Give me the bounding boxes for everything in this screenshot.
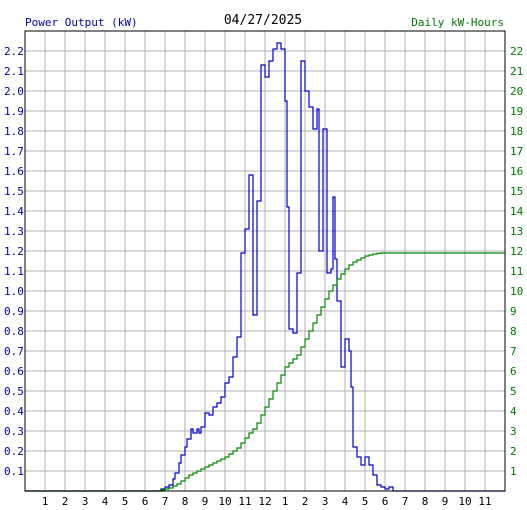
y-left-tick-label: 1.8 bbox=[4, 125, 24, 138]
y-right-tick-label: 18 bbox=[510, 125, 523, 138]
x-tick-label: 8 bbox=[422, 495, 429, 508]
chart-grid bbox=[25, 31, 505, 491]
x-tick-label: 3 bbox=[322, 495, 329, 508]
y-left-tick-label: 0.7 bbox=[4, 345, 24, 358]
plot-border bbox=[24, 30, 506, 492]
y-left-tick-label: 0.4 bbox=[4, 405, 24, 418]
y-left-tick-label: 2.0 bbox=[4, 85, 24, 98]
y-left-tick-label: 2.1 bbox=[4, 65, 24, 78]
x-tick-label: 6 bbox=[382, 495, 389, 508]
y-right-tick-label: 17 bbox=[510, 145, 523, 158]
y-right-tick-label: 7 bbox=[510, 345, 517, 358]
x-tick-label: 1 bbox=[42, 495, 49, 508]
x-tick-label: 10 bbox=[458, 495, 471, 508]
y-right-tick-label: 6 bbox=[510, 365, 517, 378]
y-left-tick-label: 1.9 bbox=[4, 105, 24, 118]
x-tick-label: 11 bbox=[238, 495, 251, 508]
x-tick-label: 10 bbox=[218, 495, 231, 508]
y-left-tick-label: 1.2 bbox=[4, 245, 24, 258]
x-tick-label: 4 bbox=[342, 495, 349, 508]
y-right-tick-label: 12 bbox=[510, 245, 523, 258]
daily-kwh-series-line bbox=[25, 252, 505, 492]
y-left-tick-label: 2.2 bbox=[4, 45, 24, 58]
y-right-tick-label: 4 bbox=[510, 405, 517, 418]
y-right-tick-label: 13 bbox=[510, 225, 523, 238]
x-tick-label: 8 bbox=[182, 495, 189, 508]
y-right-tick-label: 15 bbox=[510, 185, 523, 198]
y-left-tick-label: 1.5 bbox=[4, 185, 24, 198]
x-tick-label: 1 bbox=[282, 495, 289, 508]
left-axis-title: Power Output (kW) bbox=[25, 16, 138, 29]
y-right-tick-label: 9 bbox=[510, 305, 517, 318]
y-right-tick-label: 3 bbox=[510, 425, 517, 438]
x-tick-label: 7 bbox=[162, 495, 169, 508]
y-left-tick-label: 0.6 bbox=[4, 365, 24, 378]
y-right-tick-label: 10 bbox=[510, 285, 523, 298]
y-right-tick-label: 8 bbox=[510, 325, 517, 338]
y-right-tick-label: 19 bbox=[510, 105, 523, 118]
x-tick-label: 2 bbox=[302, 495, 309, 508]
y-left-tick-label: 0.9 bbox=[4, 305, 24, 318]
x-tick-label: 4 bbox=[102, 495, 109, 508]
y-left-tick-label: 0.8 bbox=[4, 325, 24, 338]
y-left-tick-label: 1.7 bbox=[4, 145, 24, 158]
y-right-tick-label: 5 bbox=[510, 385, 517, 398]
chart-series bbox=[25, 42, 505, 492]
x-tick-label: 11 bbox=[478, 495, 491, 508]
y-left-tick-label: 0.5 bbox=[4, 385, 24, 398]
y-left-tick-label: 1.0 bbox=[4, 285, 24, 298]
y-right-tick-label: 20 bbox=[510, 85, 523, 98]
y-left-tick-label: 0.2 bbox=[4, 445, 24, 458]
x-tick-label: 3 bbox=[82, 495, 89, 508]
x-tick-label: 6 bbox=[142, 495, 149, 508]
y-left-tick-label: 1.1 bbox=[4, 265, 24, 278]
x-tick-label: 9 bbox=[442, 495, 449, 508]
x-tick-label: 12 bbox=[258, 495, 271, 508]
chart-tick-labels: 0.1 0.2 0.3 0.4 0.5 0.6 0.7 0.8 0.9 1.0 1.1 1.2 1.3 1… bbox=[4, 45, 524, 508]
y-right-tick-label: 21 bbox=[510, 65, 523, 78]
y-right-tick-label: 2 bbox=[510, 445, 517, 458]
chart-date-title: 04/27/2025 bbox=[224, 13, 302, 28]
x-tick-label: 7 bbox=[402, 495, 409, 508]
y-right-tick-label: 14 bbox=[510, 205, 524, 218]
x-tick-label: 5 bbox=[362, 495, 369, 508]
y-left-tick-label: 1.3 bbox=[4, 225, 24, 238]
x-tick-label: 2 bbox=[62, 495, 69, 508]
y-right-tick-label: 16 bbox=[510, 165, 523, 178]
y-left-tick-label: 0.1 bbox=[4, 465, 24, 478]
y-left-tick-label: 0.3 bbox=[4, 425, 24, 438]
x-tick-label: 5 bbox=[122, 495, 129, 508]
y-right-tick-label: 11 bbox=[510, 265, 523, 278]
right-axis-title: Daily kW-Hours bbox=[411, 16, 504, 29]
y-right-tick-label: 1 bbox=[510, 465, 517, 478]
y-right-tick-label: 22 bbox=[510, 45, 523, 58]
y-left-tick-label: 1.4 bbox=[4, 205, 24, 218]
x-tick-label: 9 bbox=[202, 495, 209, 508]
power-output-series-line bbox=[25, 42, 505, 492]
y-left-tick-label: 1.6 bbox=[4, 165, 24, 178]
